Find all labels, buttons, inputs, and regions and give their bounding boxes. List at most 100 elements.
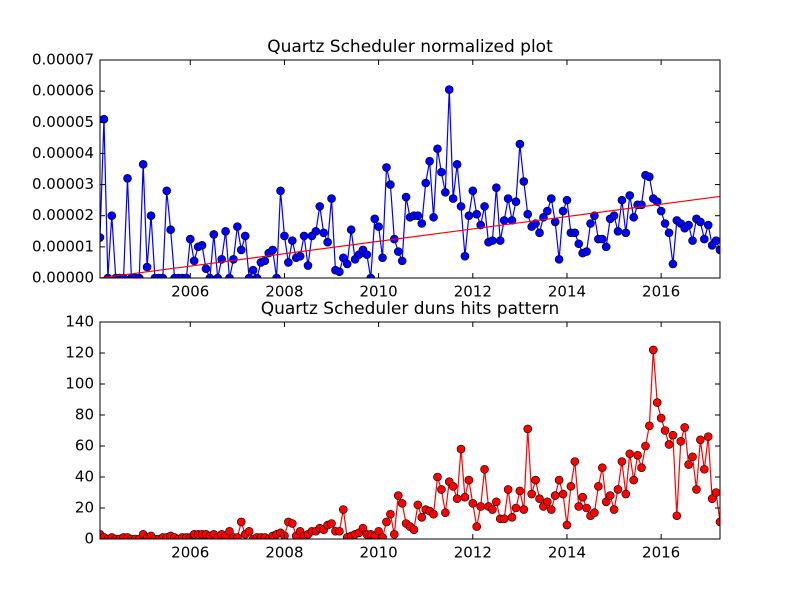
data-point (327, 194, 336, 203)
data-point (660, 219, 670, 228)
data-point (515, 139, 525, 149)
data-point (472, 522, 481, 531)
x-tick-label: 2012 (454, 544, 492, 562)
data-point (480, 464, 489, 474)
data-point (676, 437, 686, 446)
data-point (413, 500, 423, 510)
data-point (236, 245, 246, 255)
data-point (366, 273, 376, 278)
x-tick-label: 2014 (548, 283, 586, 301)
data-point (503, 485, 513, 494)
data-point (221, 226, 230, 236)
data-point (382, 517, 391, 527)
data-point (460, 492, 470, 502)
data-point (648, 345, 658, 355)
data-point (645, 421, 654, 431)
data-point (656, 413, 666, 423)
data-point (562, 520, 572, 530)
data-point (142, 262, 152, 272)
data-point (546, 505, 556, 514)
data-point (433, 144, 442, 154)
data-point (201, 264, 211, 273)
data-point (229, 255, 238, 264)
trend-line (100, 195, 720, 278)
data-point (519, 177, 529, 186)
data-point (452, 494, 462, 504)
data-point (268, 245, 277, 255)
data-point (696, 217, 705, 227)
data-point (597, 463, 607, 473)
data-point (158, 273, 168, 278)
data-point (582, 247, 591, 256)
data-point (444, 85, 454, 94)
data-point (358, 523, 368, 533)
data-point (382, 163, 391, 172)
y-tick-label: 0.00007 (32, 51, 94, 69)
data-point (339, 505, 348, 514)
data-point (488, 236, 497, 245)
data-point (507, 216, 517, 225)
data-point (578, 492, 587, 502)
data-point (609, 505, 619, 514)
y-tick-label: 0.00006 (32, 82, 94, 100)
data-point (629, 475, 638, 485)
data-point (660, 426, 670, 435)
data-point (413, 211, 423, 221)
data-point (511, 503, 521, 513)
data-point (507, 512, 517, 522)
data-point (641, 441, 650, 451)
x-tick-label: 2012 (454, 283, 492, 301)
y-tick-label: 140 (65, 313, 94, 331)
data-point (664, 440, 674, 449)
data-point (488, 505, 497, 514)
data-point (452, 160, 462, 169)
data-point (421, 178, 431, 188)
y-tick-label: 0.00002 (32, 206, 94, 224)
data-point (668, 259, 678, 269)
y-tick-label: 0.00000 (32, 269, 94, 287)
data-point (515, 486, 525, 496)
data-point (680, 423, 689, 432)
data-point (311, 226, 321, 236)
data-point (335, 526, 344, 536)
data-point (441, 508, 450, 517)
data-point (601, 497, 611, 507)
data-point (464, 475, 474, 485)
x-tick-label: 2006 (171, 283, 209, 301)
data-point (397, 256, 407, 266)
data-point (613, 485, 623, 494)
data-point (703, 432, 713, 442)
data-point (448, 481, 458, 491)
data-point (123, 174, 132, 183)
data-point (609, 211, 619, 221)
data-point (319, 228, 328, 238)
data-point (550, 491, 560, 500)
data-point (594, 481, 603, 491)
data-point (711, 488, 720, 497)
x-tick-label: 2016 (642, 283, 680, 301)
data-point (205, 273, 215, 278)
data-point (162, 186, 172, 196)
y-tick-label: 20 (75, 499, 94, 517)
data-point (240, 231, 250, 241)
data-point (597, 234, 607, 244)
data-point (625, 449, 635, 459)
data-point (339, 253, 348, 263)
data-point (668, 430, 678, 440)
data-point (574, 502, 584, 511)
data-point (295, 251, 305, 261)
data-point (185, 234, 195, 244)
data-point (468, 186, 478, 196)
data-point (244, 526, 254, 536)
plot-area (100, 345, 720, 539)
data-point (570, 228, 580, 238)
data-point (107, 211, 117, 221)
data-point (582, 503, 591, 513)
data-point (613, 226, 623, 236)
data-point (688, 452, 697, 462)
data-point (633, 450, 642, 460)
data-point (433, 472, 442, 482)
data-point (574, 239, 584, 249)
data-point (480, 202, 489, 211)
data-point (546, 194, 556, 203)
